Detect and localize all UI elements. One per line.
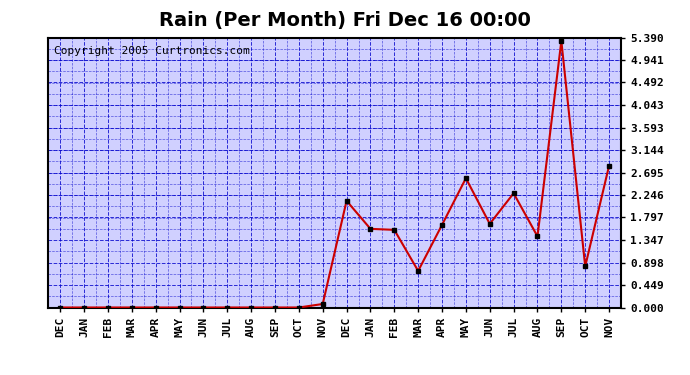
Text: Copyright 2005 Curtronics.com: Copyright 2005 Curtronics.com bbox=[54, 46, 250, 56]
Text: Rain (Per Month) Fri Dec 16 00:00: Rain (Per Month) Fri Dec 16 00:00 bbox=[159, 11, 531, 30]
